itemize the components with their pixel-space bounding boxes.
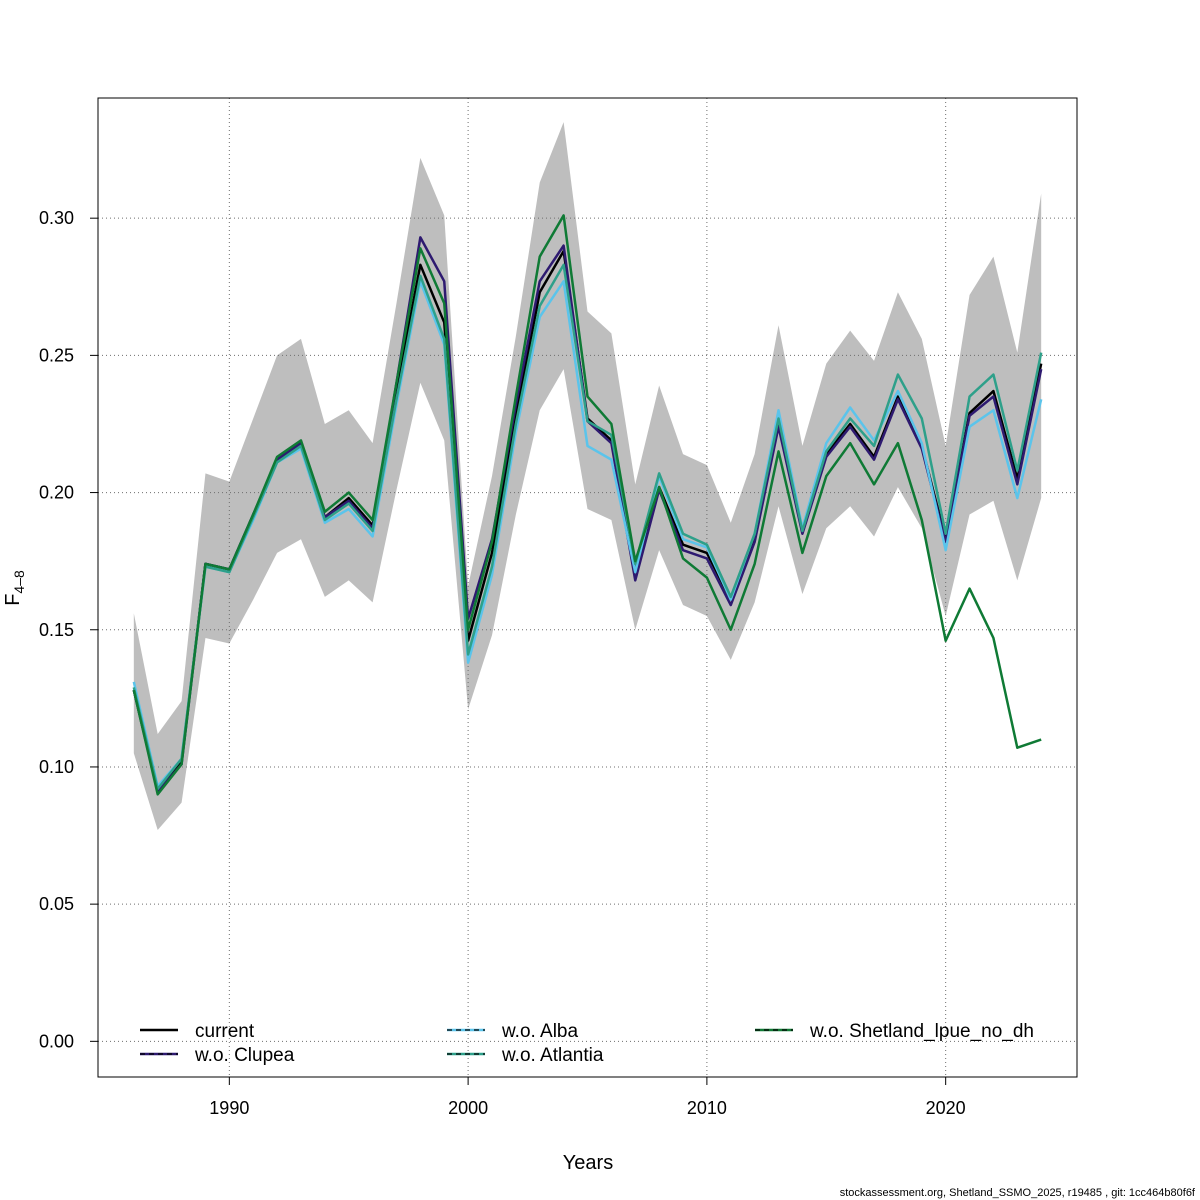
x-tick-label: 2020 <box>926 1098 966 1118</box>
series-line-w-o-shetland-lpue-no-dh <box>132 214 1042 796</box>
y-axis: 0.00 0.05 0.10 0.15 0.20 0.25 0.30 <box>39 208 98 1051</box>
confidence-band <box>133 122 1042 831</box>
confidence-band-layer <box>133 122 1042 831</box>
y-tick-label: 0.20 <box>39 483 74 503</box>
legend: current w.o. Clupea w.o. Alba w.o. Atlantia… <box>140 1021 1034 1066</box>
x-tick-label: 1990 <box>209 1098 249 1118</box>
legend-label: current <box>195 1021 255 1042</box>
y-axis-title-main: F <box>2 594 24 606</box>
legend-label: w.o. Atlantia <box>501 1045 604 1066</box>
y-tick-label: 0.25 <box>39 345 74 365</box>
y-tick-label: 0.05 <box>39 894 74 914</box>
x-axis-title: Years <box>563 1152 613 1174</box>
series-line-w-o-atlantia <box>132 263 1043 791</box>
y-tick-label: 0.00 <box>39 1031 74 1051</box>
y-axis-title-subscript: 4–8 <box>11 570 27 594</box>
legend-item-w-o-clupea: w.o. Clupea <box>140 1045 295 1066</box>
legend-label: w.o. Alba <box>501 1021 578 1042</box>
legend-label: w.o. Shetland_lpue_no_dh <box>809 1021 1034 1042</box>
x-tick-label: 2010 <box>687 1098 727 1118</box>
legend-item-w-o-shetland-lpue-no-dh: w.o. Shetland_lpue_no_dh <box>755 1021 1034 1042</box>
y-tick-label: 0.10 <box>39 757 74 777</box>
y-axis-title: F4–8 <box>2 570 27 606</box>
y-tick-label: 0.30 <box>39 208 74 228</box>
plot-frame <box>97 97 1078 1078</box>
x-tick-label: 2000 <box>448 1098 488 1118</box>
footer-credit: stockassessment.org, Shetland_SSMO_2025,… <box>840 1187 1196 1199</box>
legend-item-current: current <box>140 1021 255 1042</box>
svg-text:F4–8: F4–8 <box>2 570 27 606</box>
legend-item-w-o-atlantia: w.o. Atlantia <box>447 1045 604 1066</box>
legend-label: w.o. Clupea <box>194 1045 295 1066</box>
y-tick-label: 0.15 <box>39 620 74 640</box>
legend-item-w-o-alba: w.o. Alba <box>447 1021 578 1042</box>
series-layer <box>132 214 1043 796</box>
x-axis: 1990 2000 2010 2020 <box>209 1077 966 1118</box>
